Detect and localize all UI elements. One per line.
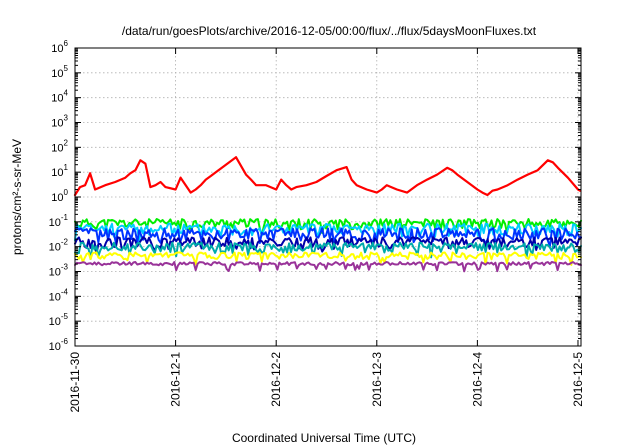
y-tick-label: 10-4 [49, 287, 69, 303]
y-tick-label: 100 [51, 188, 68, 204]
y-tick-label: 10-5 [49, 312, 69, 328]
y-tick-label: 10-2 [49, 238, 69, 254]
series-layer [73, 156, 582, 273]
y-tick-label: 10-3 [49, 263, 69, 279]
y-tick-label: 10-1 [49, 213, 69, 229]
x-tick-label: 2016-11-30 [68, 352, 82, 413]
series-line [74, 222, 582, 243]
y-axis: 10-6 10-5 10-4 10-3 10-2 10-1 100 101 102 103 104 1… [49, 39, 581, 353]
x-tick-label: 2016-12-3 [370, 352, 384, 407]
x-tick-label: 2016-12-1 [169, 352, 183, 407]
series-line [73, 156, 582, 197]
y-tick-label: 10-6 [49, 337, 69, 353]
y-tick-label: 104 [51, 89, 68, 105]
chart-title: /data/run/goesPlots/archive/2016-12-05/0… [122, 24, 537, 38]
y-tick-label: 103 [51, 114, 68, 130]
series-line [74, 261, 582, 273]
x-tick-label: 2016-12-2 [269, 352, 283, 407]
y-tick-label: 106 [51, 39, 68, 55]
series-line [74, 241, 582, 260]
y-tick-label: 105 [51, 64, 68, 80]
y-tick-label: 101 [51, 163, 68, 179]
x-axis-label: Coordinated Universal Time (UTC) [232, 431, 416, 445]
grid-lines [75, 48, 581, 346]
x-axis: 2016-11-30 2016-12-1 2016-12-2 2016-12-3 201… [68, 48, 585, 413]
series-line [74, 251, 582, 266]
y-axis-label: protons/cm²-s-sr-MeV [10, 139, 24, 255]
x-tick-label: 2016-12-4 [470, 352, 484, 407]
y-tick-label: 102 [51, 138, 68, 154]
x-tick-label: 2016-12-5 [571, 352, 585, 407]
